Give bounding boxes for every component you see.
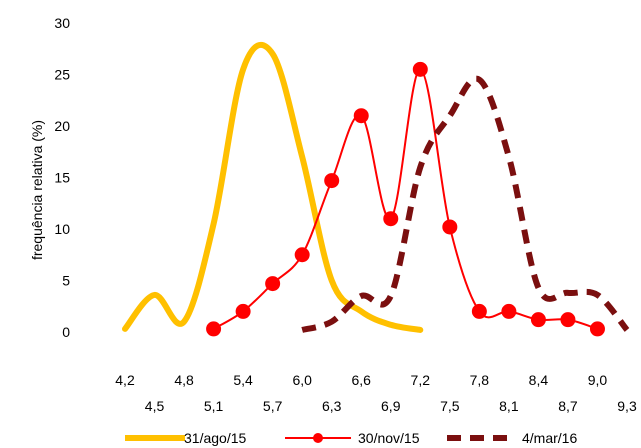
series-3 <box>301 75 630 333</box>
x-tick-label: 6,0 <box>292 372 312 388</box>
x-tick-label: 5,7 <box>263 398 283 414</box>
x-tick-label: 8,4 <box>529 372 549 388</box>
x-tick-label: 8,7 <box>558 398 578 414</box>
y-tick-label: 25 <box>54 67 70 83</box>
data-point <box>294 247 310 263</box>
legend-item-1: 31/ago/15 <box>125 430 246 446</box>
series-line <box>212 68 599 330</box>
x-tick-label: 4,5 <box>145 398 165 414</box>
data-point <box>530 312 546 328</box>
y-tick-label: 10 <box>54 221 70 237</box>
data-point <box>442 219 458 235</box>
x-tick-label: 4,2 <box>115 372 135 388</box>
legend-marker <box>313 433 323 443</box>
series-layer <box>122 41 630 337</box>
y-axis-ticks: 0 5 10 15 20 25 30 <box>54 15 70 340</box>
data-point <box>206 321 222 337</box>
data-point <box>589 321 605 337</box>
x-tick-label: 4,8 <box>174 372 194 388</box>
x-tick-label: 6,9 <box>381 398 401 414</box>
x-tick-label: 6,3 <box>322 398 342 414</box>
series-line <box>122 41 424 333</box>
x-tick-label: 5,1 <box>204 398 224 414</box>
data-point <box>383 211 399 227</box>
series-line <box>301 75 630 333</box>
data-point <box>235 303 251 319</box>
x-tick-label: 8,1 <box>499 398 519 414</box>
legend: 31/ago/15 30/nov/15 4/mar/16 <box>125 430 577 446</box>
series-2 <box>206 61 605 337</box>
data-point <box>324 173 340 189</box>
legend-item-2: 30/nov/15 <box>285 430 420 446</box>
data-point <box>560 312 576 328</box>
x-axis-ticks: 4,2 4,8 5,4 6,0 6,6 7,2 7,8 8,4 9,0 4,5 5,1 5,7 6,3 6… <box>115 372 637 414</box>
x-tick-label: 5,4 <box>233 372 253 388</box>
data-point <box>412 61 428 77</box>
y-axis-label: frequência relativa (%) <box>29 120 45 260</box>
x-tick-label: 9,3 <box>617 398 637 414</box>
legend-item-3: 4/mar/16 <box>447 430 577 446</box>
data-point <box>265 276 281 292</box>
data-point <box>501 303 517 319</box>
y-tick-label: 15 <box>54 170 70 186</box>
x-tick-label: 7,8 <box>470 372 490 388</box>
series-1 <box>122 41 424 333</box>
y-tick-label: 20 <box>54 118 70 134</box>
data-point <box>353 108 369 124</box>
legend-label: 4/mar/16 <box>522 430 577 446</box>
x-tick-label: 6,6 <box>352 372 372 388</box>
legend-label: 30/nov/15 <box>358 430 420 446</box>
x-tick-label: 7,2 <box>411 372 431 388</box>
y-tick-label: 5 <box>62 273 70 289</box>
legend-label: 31/ago/15 <box>184 430 246 446</box>
y-tick-label: 30 <box>54 15 70 31</box>
x-tick-label: 9,0 <box>588 372 608 388</box>
x-tick-label: 7,5 <box>440 398 460 414</box>
y-tick-label: 0 <box>62 324 70 340</box>
data-point <box>471 303 487 319</box>
